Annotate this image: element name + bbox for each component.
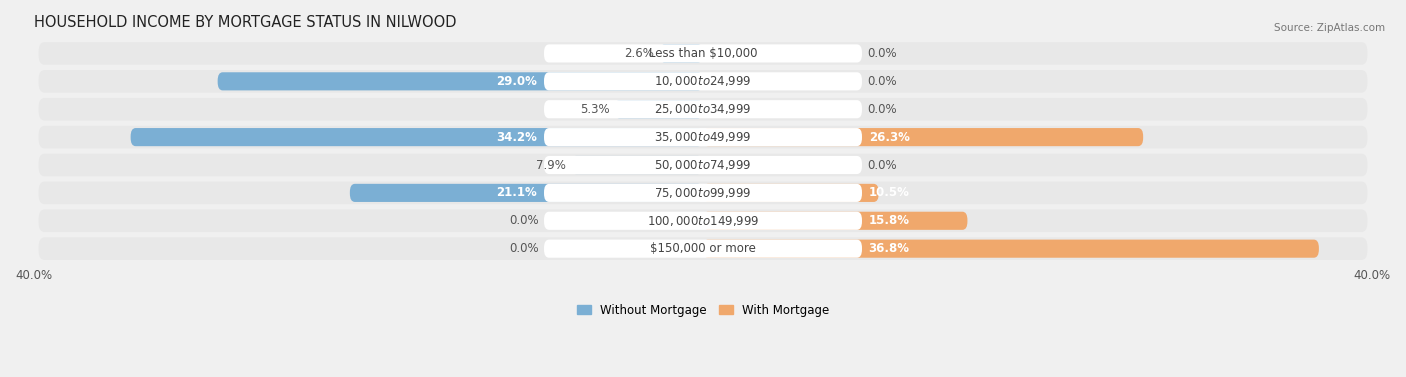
FancyBboxPatch shape — [703, 184, 879, 202]
Text: 0.0%: 0.0% — [868, 47, 897, 60]
Text: $25,000 to $34,999: $25,000 to $34,999 — [654, 102, 752, 116]
Text: 7.9%: 7.9% — [536, 158, 565, 172]
Text: HOUSEHOLD INCOME BY MORTGAGE STATUS IN NILWOOD: HOUSEHOLD INCOME BY MORTGAGE STATUS IN N… — [34, 15, 456, 30]
Text: $50,000 to $74,999: $50,000 to $74,999 — [654, 158, 752, 172]
Text: $100,000 to $149,999: $100,000 to $149,999 — [647, 214, 759, 228]
Text: 0.0%: 0.0% — [868, 75, 897, 88]
FancyBboxPatch shape — [38, 154, 1368, 176]
FancyBboxPatch shape — [571, 156, 703, 174]
FancyBboxPatch shape — [38, 98, 1368, 121]
Text: 0.0%: 0.0% — [509, 214, 538, 227]
Text: 34.2%: 34.2% — [496, 130, 537, 144]
FancyBboxPatch shape — [544, 240, 862, 258]
FancyBboxPatch shape — [544, 72, 862, 90]
Text: 10.5%: 10.5% — [869, 186, 910, 199]
Text: Source: ZipAtlas.com: Source: ZipAtlas.com — [1274, 23, 1385, 33]
FancyBboxPatch shape — [614, 100, 703, 118]
Text: $10,000 to $24,999: $10,000 to $24,999 — [654, 74, 752, 88]
FancyBboxPatch shape — [703, 240, 1319, 258]
Text: $75,000 to $99,999: $75,000 to $99,999 — [654, 186, 752, 200]
FancyBboxPatch shape — [38, 42, 1368, 65]
Text: 26.3%: 26.3% — [869, 130, 910, 144]
Text: 36.8%: 36.8% — [869, 242, 910, 255]
FancyBboxPatch shape — [544, 212, 862, 230]
Text: Less than $10,000: Less than $10,000 — [648, 47, 758, 60]
Text: 0.0%: 0.0% — [509, 242, 538, 255]
FancyBboxPatch shape — [38, 70, 1368, 93]
Text: 21.1%: 21.1% — [496, 186, 537, 199]
FancyBboxPatch shape — [544, 44, 862, 63]
Text: $35,000 to $49,999: $35,000 to $49,999 — [654, 130, 752, 144]
FancyBboxPatch shape — [544, 100, 862, 118]
FancyBboxPatch shape — [544, 184, 862, 202]
Text: 0.0%: 0.0% — [868, 158, 897, 172]
Text: 15.8%: 15.8% — [869, 214, 910, 227]
FancyBboxPatch shape — [544, 128, 862, 146]
FancyBboxPatch shape — [131, 128, 703, 146]
FancyBboxPatch shape — [703, 212, 967, 230]
Text: 5.3%: 5.3% — [579, 103, 609, 116]
FancyBboxPatch shape — [38, 182, 1368, 204]
Text: 0.0%: 0.0% — [868, 103, 897, 116]
FancyBboxPatch shape — [544, 156, 862, 174]
FancyBboxPatch shape — [38, 238, 1368, 260]
FancyBboxPatch shape — [38, 126, 1368, 149]
FancyBboxPatch shape — [703, 128, 1143, 146]
Text: 29.0%: 29.0% — [496, 75, 537, 88]
FancyBboxPatch shape — [659, 44, 703, 63]
Text: $150,000 or more: $150,000 or more — [650, 242, 756, 255]
Legend: Without Mortgage, With Mortgage: Without Mortgage, With Mortgage — [572, 299, 834, 321]
Text: 2.6%: 2.6% — [624, 47, 654, 60]
FancyBboxPatch shape — [350, 184, 703, 202]
FancyBboxPatch shape — [38, 210, 1368, 232]
FancyBboxPatch shape — [218, 72, 703, 90]
